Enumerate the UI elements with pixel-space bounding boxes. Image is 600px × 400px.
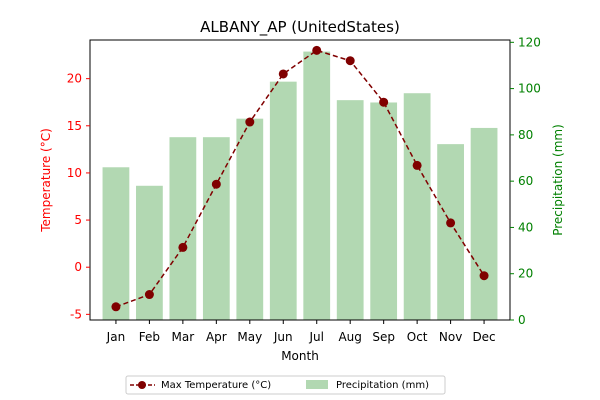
precipitation-bar bbox=[470, 127, 498, 320]
y-right-tick-label: 80 bbox=[518, 128, 533, 142]
precipitation-bar bbox=[437, 144, 464, 320]
precipitation-bar bbox=[303, 51, 331, 320]
y-left-tick-label: 0 bbox=[74, 260, 82, 274]
precipitation-bar bbox=[403, 93, 431, 320]
y-right-tick-label: 60 bbox=[518, 174, 533, 188]
temperature-point bbox=[312, 45, 322, 55]
x-tick-label: Jun bbox=[273, 330, 293, 344]
precipitation-bar bbox=[102, 167, 130, 320]
y-right-tick-label: 40 bbox=[518, 220, 533, 234]
x-tick-label: May bbox=[237, 330, 262, 344]
temperature-point bbox=[446, 218, 456, 228]
y-axis-left-label: Temperature (°C) bbox=[39, 128, 53, 233]
temperature-point bbox=[345, 56, 355, 66]
axes: Jan Feb Mar Apr May Jun Jul Aug Sep Oct Nov Dec -5 0 5… bbox=[67, 35, 541, 344]
x-tick-label: Dec bbox=[472, 330, 495, 344]
y-right-tick-label: 120 bbox=[518, 35, 541, 49]
y-left-tick-label: 15 bbox=[67, 119, 82, 133]
precipitation-bar bbox=[136, 185, 163, 320]
temperature-line-path bbox=[115, 49, 485, 308]
x-tick-label: Jul bbox=[308, 330, 323, 344]
x-tick-label: Sep bbox=[372, 330, 395, 344]
x-tick-label: Oct bbox=[407, 330, 428, 344]
x-tick-label: Aug bbox=[338, 330, 361, 344]
precipitation-bars bbox=[102, 51, 498, 321]
chart-legend: Max Temperature (°C) Precipitation (mm) bbox=[125, 375, 446, 395]
legend-bar-swatch bbox=[306, 380, 328, 389]
y-left-tick-label: 20 bbox=[67, 72, 82, 86]
precipitation-bar bbox=[236, 118, 264, 320]
x-tick-label: Jan bbox=[106, 330, 126, 344]
temperature-point bbox=[412, 160, 422, 170]
precipitation-bar bbox=[370, 102, 398, 320]
y-left-tick-label: 5 bbox=[74, 213, 82, 227]
temperature-point bbox=[211, 179, 221, 189]
temperature-point bbox=[278, 69, 288, 79]
precipitation-bar bbox=[202, 137, 230, 320]
y-right-tick-label: 0 bbox=[518, 313, 526, 327]
x-tick-label: Mar bbox=[172, 330, 195, 344]
temperature-point bbox=[245, 117, 255, 127]
legend-label-temperature: Max Temperature (°C) bbox=[161, 380, 271, 391]
temperature-point bbox=[144, 290, 154, 300]
temperature-point bbox=[379, 97, 389, 107]
x-tick-label: Apr bbox=[206, 330, 227, 344]
x-axis-label: Month bbox=[281, 349, 319, 363]
temperature-point bbox=[479, 271, 489, 281]
chart-title: ALBANY_AP (UnitedStates) bbox=[200, 18, 400, 37]
plot-frame bbox=[89, 39, 511, 321]
y-left-tick-label: -5 bbox=[70, 307, 82, 321]
precipitation-bar bbox=[169, 137, 197, 320]
precipitation-bar bbox=[269, 81, 297, 320]
legend-label-precipitation: Precipitation (mm) bbox=[336, 380, 429, 391]
temperature-line bbox=[111, 45, 489, 312]
y-axis-right-label: Precipitation (mm) bbox=[551, 124, 565, 236]
x-tick-label: Feb bbox=[139, 330, 160, 344]
y-right-tick-label: 100 bbox=[518, 82, 541, 96]
legend-frame bbox=[125, 375, 446, 395]
y-left-tick-label: 10 bbox=[67, 166, 82, 180]
legend-line-marker bbox=[138, 381, 146, 389]
y-right-tick-label: 20 bbox=[518, 267, 533, 281]
temperature-point bbox=[178, 242, 188, 252]
precipitation-bar bbox=[336, 100, 364, 321]
x-tick-label: Nov bbox=[439, 330, 462, 344]
temperature-point bbox=[111, 302, 121, 312]
